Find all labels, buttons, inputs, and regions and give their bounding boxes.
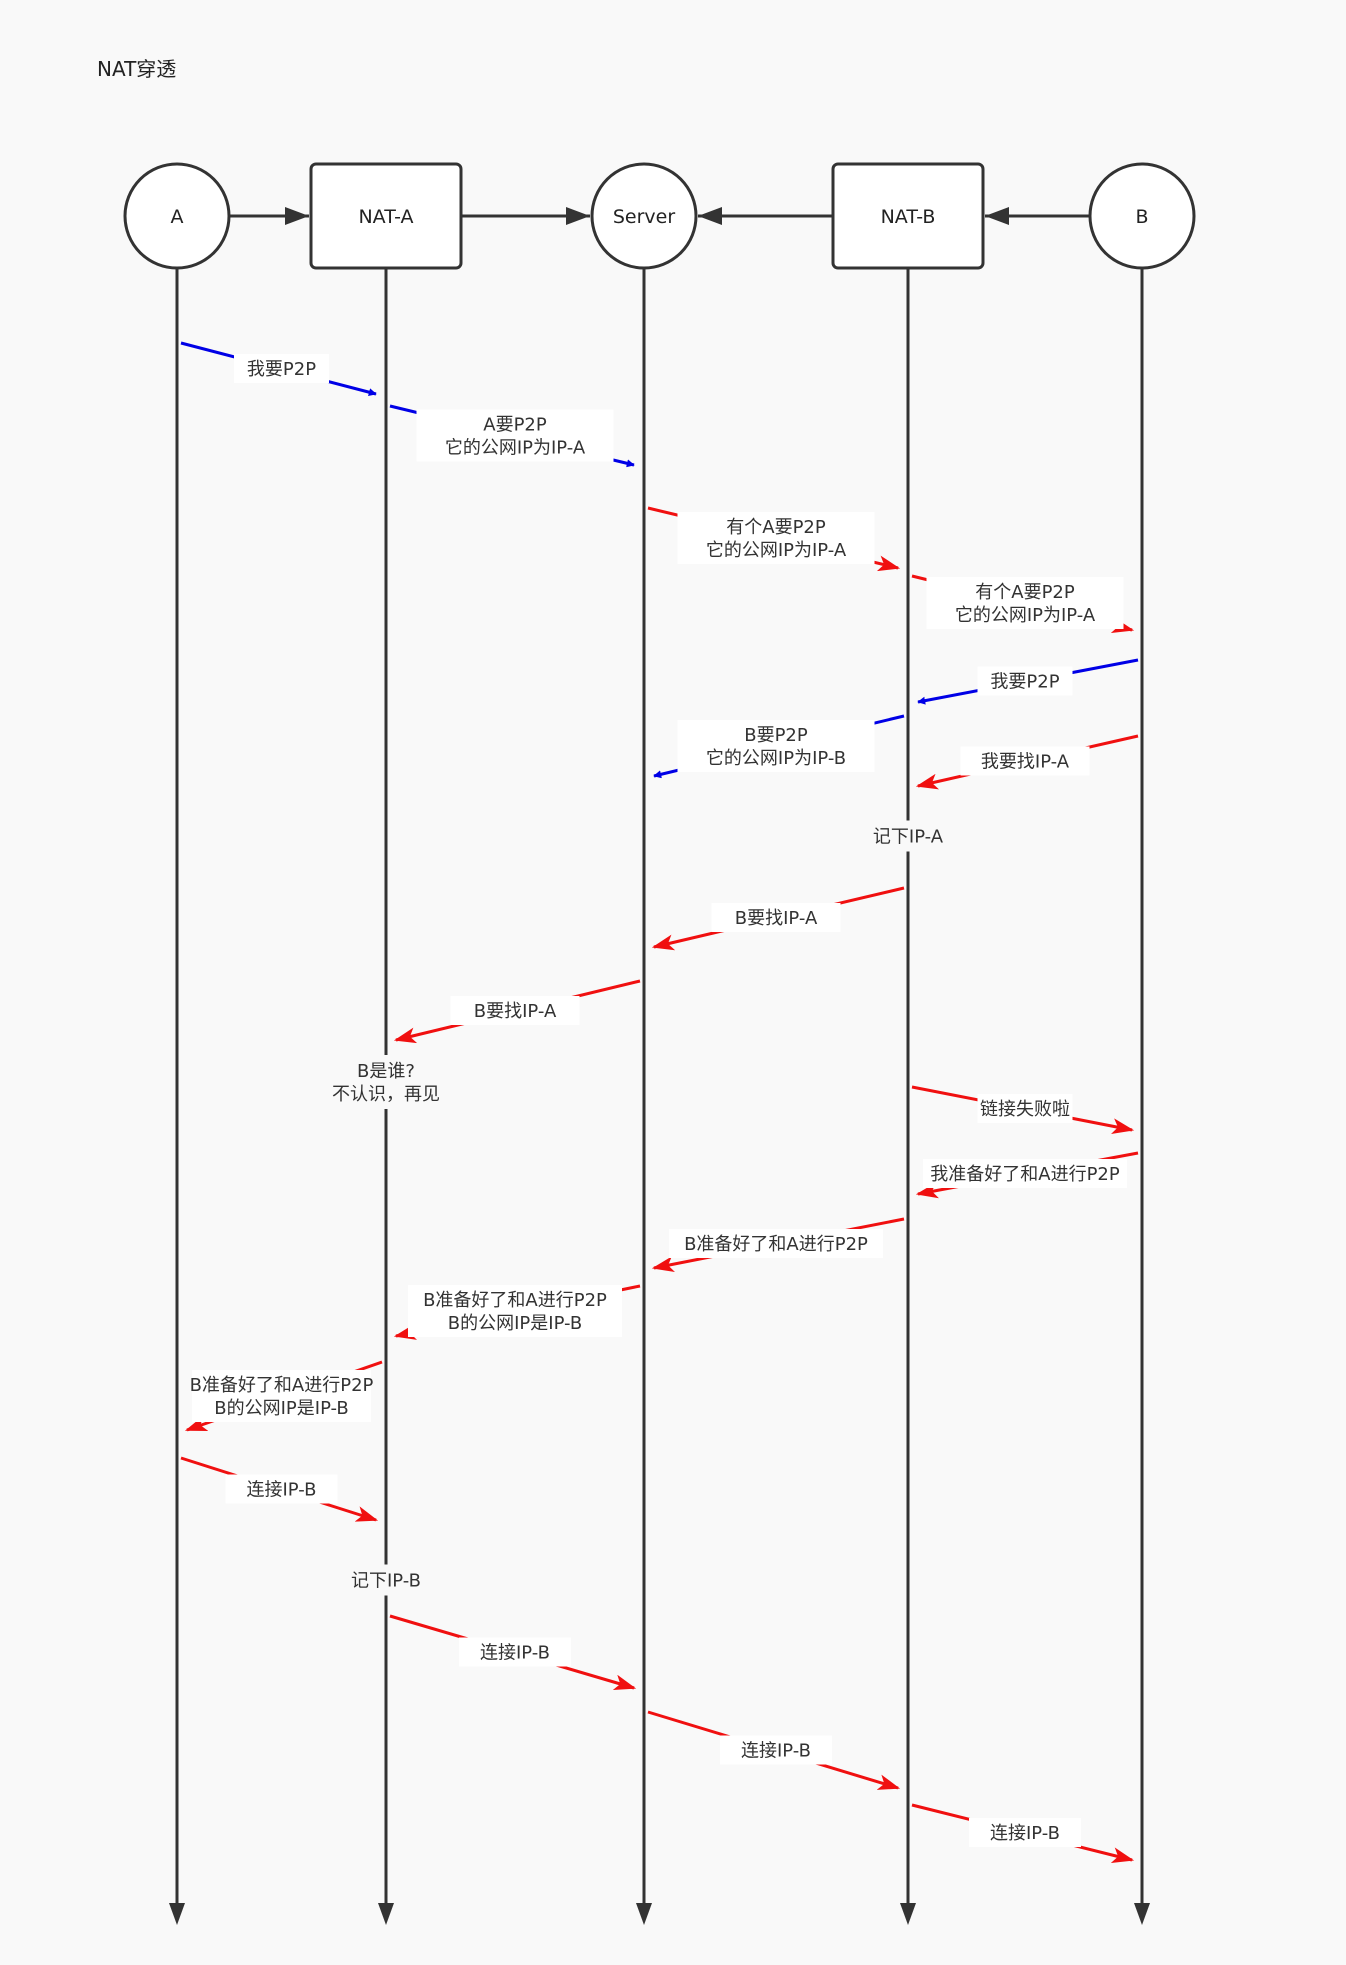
lifeline-end-arrow-b [1134, 1903, 1150, 1925]
header-link-arrow-0 [285, 207, 309, 225]
message-label-bg [677, 720, 875, 772]
participant-circle [123, 162, 231, 270]
message-label-bg [960, 746, 1090, 776]
participant-label: A [171, 206, 184, 228]
message-16: 连接IP-B [647, 1710, 901, 1790]
message-label-bg [926, 577, 1124, 629]
message-label-bg [977, 1094, 1073, 1123]
participant-nat-b: NAT-B [831, 162, 985, 270]
note-label: B是谁? [357, 1061, 415, 1082]
message-label-bg [977, 666, 1073, 696]
message-label: A要P2P [483, 415, 547, 436]
message-label: 我要P2P [990, 672, 1059, 693]
message-label: B要找IP-A [735, 908, 818, 929]
message-label-bg [669, 1229, 883, 1258]
participant-box [831, 162, 985, 270]
note-0: 记下IP-A [848, 820, 968, 852]
message-label: B准备好了和A进行P2P [423, 1290, 607, 1311]
lifeline-end-arrow-server [636, 1903, 652, 1925]
message-label-bg [192, 1370, 371, 1422]
message-label-bg [234, 354, 329, 383]
participant-server: Server [590, 162, 698, 270]
message-6: 我要找IP-A [915, 734, 1139, 790]
message-label: 它的公网IP为IP-A [445, 438, 586, 459]
participant-circle [590, 162, 698, 270]
message-7: B要找IP-A [651, 886, 905, 951]
note-2: 记下IP-B [326, 1564, 446, 1596]
diagram-title: NAT穿透 [97, 57, 176, 81]
message-label-bg [969, 1818, 1081, 1847]
header-link-arrow-1 [566, 207, 590, 225]
message-label: 它的公网IP为IP-A [955, 605, 1096, 626]
participant-label: NAT-A [358, 206, 413, 228]
message-8: B要找IP-A [393, 979, 641, 1044]
message-label: 有个A要P2P [726, 517, 826, 538]
note-bg [326, 1055, 446, 1109]
message-label: B的公网IP是IP-B [448, 1313, 582, 1334]
note-bg [848, 820, 968, 852]
message-15: 连接IP-B [389, 1614, 637, 1691]
note-label: 记下IP-B [351, 1571, 421, 1592]
message-label-bg [677, 512, 875, 564]
message-label-bg [720, 1735, 832, 1765]
participant-label: Server [613, 206, 675, 228]
message-label-bg [459, 1637, 571, 1667]
message-11: B准备好了和A进行P2P [651, 1217, 905, 1273]
participant-box [309, 162, 463, 270]
lifeline-end-arrow-a [169, 1903, 185, 1925]
message-label: 它的公网IP为IP-A [706, 540, 847, 561]
header-link-arrow-2 [698, 207, 722, 225]
message-17: 连接IP-B [911, 1803, 1135, 1863]
participant-label: B [1135, 206, 1148, 228]
participant-circle [1088, 162, 1196, 270]
message-label: 我要找IP-A [981, 752, 1070, 773]
message-label: 它的公网IP为IP-B [706, 748, 846, 769]
message-label-bg [923, 1159, 1127, 1188]
message-label: 链接失败啦 [980, 1099, 1070, 1120]
lifeline-end-arrow-nat-b [900, 1903, 916, 1925]
message-label: 连接IP-B [741, 1741, 811, 1762]
message-label: 连接IP-B [247, 1480, 317, 1501]
note-1: B是谁?不认识，再见 [326, 1055, 446, 1109]
message-label-bg [450, 996, 580, 1025]
message-label: 我准备好了和A进行P2P [930, 1164, 1120, 1185]
message-label: B的公网IP是IP-B [214, 1398, 348, 1419]
note-label: 记下IP-A [873, 827, 944, 848]
lifeline-end-arrow-nat-a [378, 1903, 394, 1925]
participant-b: B [1088, 162, 1196, 270]
message-10: 我准备好了和A进行P2P [915, 1151, 1139, 1199]
participant-label: NAT-B [881, 206, 936, 228]
message-label: B准备好了和A进行P2P [190, 1375, 374, 1396]
note-bg [326, 1564, 446, 1596]
message-label-bg [408, 1285, 622, 1337]
message-14: 连接IP-B [180, 1456, 379, 1522]
message-label: 连接IP-B [990, 1823, 1060, 1844]
message-4: 我要P2P [917, 658, 1139, 705]
participant-nat-a: NAT-A [309, 162, 463, 270]
message-label: 连接IP-B [480, 1643, 550, 1664]
message-label: 有个A要P2P [975, 582, 1075, 603]
message-label-bg [416, 409, 614, 462]
message-9: 链接失败啦 [911, 1085, 1135, 1135]
message-label: B要P2P [744, 725, 808, 746]
message-label: B准备好了和A进行P2P [684, 1234, 868, 1255]
message-label: B要找IP-A [474, 1001, 557, 1022]
message-label: 我要P2P [247, 359, 316, 380]
message-label-bg [711, 903, 841, 932]
participant-a: A [123, 162, 231, 270]
note-label: 不认识，再见 [332, 1084, 440, 1105]
header-link-arrow-3 [985, 207, 1009, 225]
message-0: 我要P2P [180, 341, 377, 397]
message-label-bg [225, 1474, 338, 1504]
